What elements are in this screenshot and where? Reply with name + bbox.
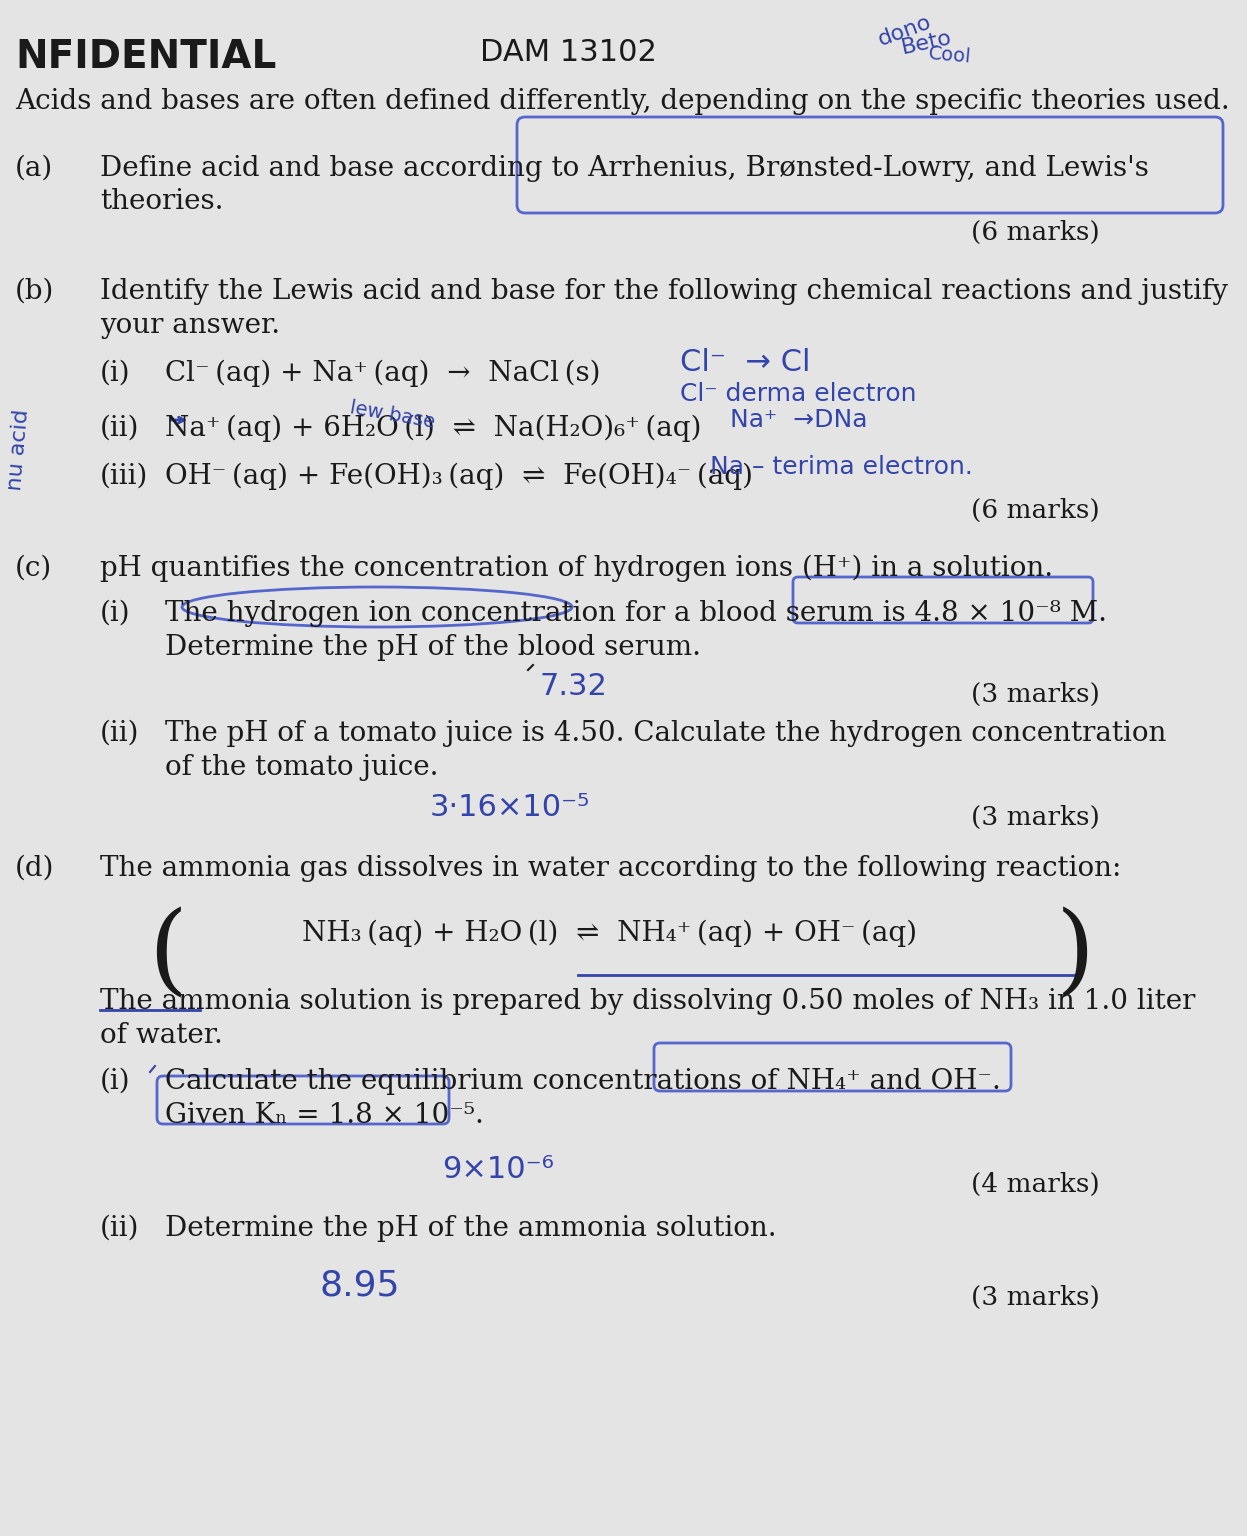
Text: Cool: Cool [928,45,973,66]
Text: (c): (c) [15,554,52,582]
Text: of water.: of water. [100,1021,223,1049]
Text: (ii): (ii) [100,720,140,746]
Text: Cl⁻  → Cl: Cl⁻ → Cl [680,349,811,376]
Text: (i): (i) [100,1068,131,1095]
Text: of the tomato juice.: of the tomato juice. [165,754,439,780]
Text: OH⁻ (aq) + Fe(OH)₃ (aq)  ⇌  Fe(OH)₄⁻ (aq): OH⁻ (aq) + Fe(OH)₃ (aq) ⇌ Fe(OH)₄⁻ (aq) [165,462,753,490]
Text: (3 marks): (3 marks) [971,1286,1100,1310]
Text: Cl⁻ derma electron: Cl⁻ derma electron [680,382,917,406]
Text: 3·16×10⁻⁵: 3·16×10⁻⁵ [430,793,590,822]
Text: (b): (b) [15,278,55,306]
Text: The ammonia solution is prepared by dissolving 0.50 moles of NH₃ in 1.0 liter: The ammonia solution is prepared by diss… [100,988,1196,1015]
Text: The ammonia gas dissolves in water according to the following reaction:: The ammonia gas dissolves in water accor… [100,856,1121,882]
Text: NH₃ (aq) + H₂O (l)  ⇌  NH₄⁺ (aq) + OH⁻ (aq): NH₃ (aq) + H₂O (l) ⇌ NH₄⁺ (aq) + OH⁻ (aq… [303,920,918,948]
Text: 9×10⁻⁶: 9×10⁻⁶ [441,1155,554,1184]
Text: (6 marks): (6 marks) [971,220,1100,246]
Text: ): ) [1056,908,1095,1005]
Text: nu acid: nu acid [5,409,32,492]
Text: Na – terima electron.: Na – terima electron. [710,455,973,479]
Text: (a): (a) [15,155,54,181]
Text: Na⁺ (aq) + 6H₂O (l)  ⇌  Na(H₂O)₆⁺ (aq): Na⁺ (aq) + 6H₂O (l) ⇌ Na(H₂O)₆⁺ (aq) [165,415,702,442]
Text: Beto: Beto [900,28,954,58]
Text: 8.95: 8.95 [320,1269,400,1303]
Text: (ii): (ii) [100,415,140,442]
Text: theories.: theories. [100,187,223,215]
Text: Cl⁻ (aq) + Na⁺ (aq)  →  NaCl (s): Cl⁻ (aq) + Na⁺ (aq) → NaCl (s) [165,359,601,387]
Text: dono: dono [875,12,934,49]
Text: (d): (d) [15,856,55,882]
Text: The pH of a tomato juice is 4.50. Calculate the hydrogen concentration: The pH of a tomato juice is 4.50. Calcul… [165,720,1166,746]
Text: DAM 13102: DAM 13102 [480,38,657,68]
Text: Acids and bases are often defined differently, depending on the specific theorie: Acids and bases are often defined differ… [15,88,1230,115]
Text: pH quantifies the concentration of hydrogen ions (H⁺) in a solution.: pH quantifies the concentration of hydro… [100,554,1054,582]
Text: (iii): (iii) [100,462,148,490]
Text: lew base: lew base [348,398,436,432]
Text: (4 marks): (4 marks) [971,1172,1100,1197]
Text: The hydrogen ion concentration for a blood serum is 4.8 × 10⁻⁸ M.: The hydrogen ion concentration for a blo… [165,601,1107,627]
Text: (: ( [148,908,187,1005]
Text: Given Kₙ = 1.8 × 10⁻⁵.: Given Kₙ = 1.8 × 10⁻⁵. [165,1101,484,1129]
Text: Identify the Lewis acid and base for the following chemical reactions and justif: Identify the Lewis acid and base for the… [100,278,1228,306]
Text: (ii): (ii) [100,1215,140,1243]
Text: your answer.: your answer. [100,312,281,339]
Text: (3 marks): (3 marks) [971,805,1100,829]
Text: Determine the pH of the blood serum.: Determine the pH of the blood serum. [165,634,701,660]
Text: (6 marks): (6 marks) [971,498,1100,522]
Text: Determine the pH of the ammonia solution.: Determine the pH of the ammonia solution… [165,1215,777,1243]
Text: (i): (i) [100,601,131,627]
Text: Calculate the equilibrium concentrations of NH₄⁺ and OH⁻.: Calculate the equilibrium concentrations… [165,1068,1001,1095]
Text: Define acid and base according to Arrhenius, Brønsted-Lowry, and Lewis's: Define acid and base according to Arrhen… [100,155,1148,181]
Text: (i): (i) [100,359,131,387]
Text: 7.32: 7.32 [540,673,607,700]
Text: NFIDENTIAL: NFIDENTIAL [15,38,277,75]
Text: (3 marks): (3 marks) [971,682,1100,707]
Text: Na⁺  →DNa: Na⁺ →DNa [729,409,868,432]
